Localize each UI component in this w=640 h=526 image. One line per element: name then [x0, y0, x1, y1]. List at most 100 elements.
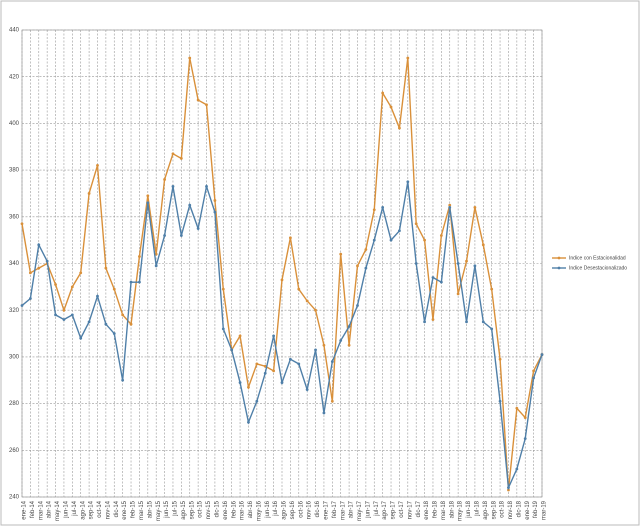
x-tick-label: nov-15 [206, 500, 212, 519]
x-tick-label: abr-16 [248, 500, 254, 518]
point [507, 488, 510, 492]
point [456, 262, 460, 265]
point [540, 353, 544, 356]
point [305, 299, 309, 303]
point [213, 210, 217, 214]
x-tick-label: oct-18 [500, 500, 506, 517]
point [255, 362, 259, 366]
point [322, 411, 326, 415]
point [255, 399, 259, 403]
point [121, 313, 125, 317]
point [37, 266, 41, 270]
point [398, 229, 401, 233]
x-tick-label: ene-17 [324, 500, 330, 519]
x-tick-label: ago-15 [181, 500, 187, 519]
point [515, 406, 519, 410]
x-tick-label: abr-15 [147, 500, 153, 518]
point [129, 280, 133, 284]
point [96, 294, 99, 298]
point [532, 369, 536, 373]
point [62, 318, 66, 321]
point [37, 243, 41, 247]
x-tick-label: feb-18 [433, 500, 439, 518]
point [490, 327, 494, 331]
point [439, 280, 443, 284]
point [481, 320, 485, 324]
x-tick-label: dic-16 [315, 500, 321, 517]
x-tick-label: oct-14 [97, 500, 103, 517]
point [389, 238, 393, 242]
x-tick-label: mar-14 [38, 500, 44, 520]
point [230, 348, 234, 352]
point [28, 271, 32, 275]
point [121, 378, 125, 382]
point [205, 185, 208, 188]
x-tick-label: dic-14 [114, 500, 120, 517]
point [314, 348, 317, 352]
legend-label: Indice Desestacionalizado [569, 265, 627, 271]
point [238, 381, 242, 384]
x-tick-label: jul-18 [474, 500, 480, 516]
point [280, 381, 284, 384]
point [79, 336, 83, 340]
point [372, 238, 376, 242]
point [96, 164, 99, 167]
x-tick-label: oct-15 [198, 500, 204, 517]
y-tick-label: 320 [9, 308, 20, 314]
x-tick-label: feb-17 [332, 500, 338, 518]
x-tick-label: nov-14 [105, 500, 111, 519]
point [297, 362, 301, 366]
point [70, 313, 74, 317]
point [221, 327, 225, 331]
point [498, 357, 502, 361]
point [205, 103, 208, 107]
point [330, 360, 334, 363]
point [163, 234, 166, 237]
x-tick-label: ago-14 [80, 500, 86, 519]
point [473, 264, 477, 268]
x-tick-label: oct-16 [298, 500, 304, 517]
point [45, 259, 49, 263]
point [523, 437, 527, 441]
y-tick-label: 400 [9, 121, 20, 127]
point [171, 152, 175, 156]
point [356, 304, 359, 307]
point [179, 157, 183, 160]
point [247, 385, 250, 389]
x-tick-label: mar-15 [139, 500, 145, 520]
point [448, 203, 452, 207]
point [356, 264, 359, 268]
x-tick-label: sep-18 [491, 500, 497, 519]
x-tick-label: mar-19 [542, 500, 548, 520]
point [138, 255, 141, 258]
x-tick-label: sep-14 [89, 500, 95, 519]
point [154, 264, 158, 268]
x-tick-label: ene-15 [122, 500, 128, 519]
point [381, 91, 385, 95]
point [465, 259, 468, 263]
x-tick-label: sep-17 [391, 500, 397, 519]
point [79, 271, 83, 275]
x-tick-label: abr-14 [47, 500, 53, 518]
x-tick-label: mar-18 [441, 500, 447, 520]
point [221, 287, 225, 291]
point [146, 201, 150, 205]
point [448, 206, 452, 209]
point [163, 178, 166, 181]
x-tick-label: abr-17 [349, 500, 355, 518]
x-tick-label: mar-16 [240, 500, 246, 520]
point [188, 203, 192, 207]
point [330, 399, 334, 403]
x-tick-label: jun-18 [466, 500, 472, 518]
point [196, 98, 200, 102]
x-tick-label: jul-17 [374, 500, 380, 516]
x-tick-label: feb-15 [131, 500, 137, 518]
x-tick-label: sep-15 [189, 500, 195, 519]
legend-marker [557, 256, 561, 260]
x-tick-label: ago-16 [282, 500, 288, 519]
point [456, 292, 460, 296]
point [314, 308, 317, 312]
x-tick-label: ene-18 [424, 500, 430, 519]
